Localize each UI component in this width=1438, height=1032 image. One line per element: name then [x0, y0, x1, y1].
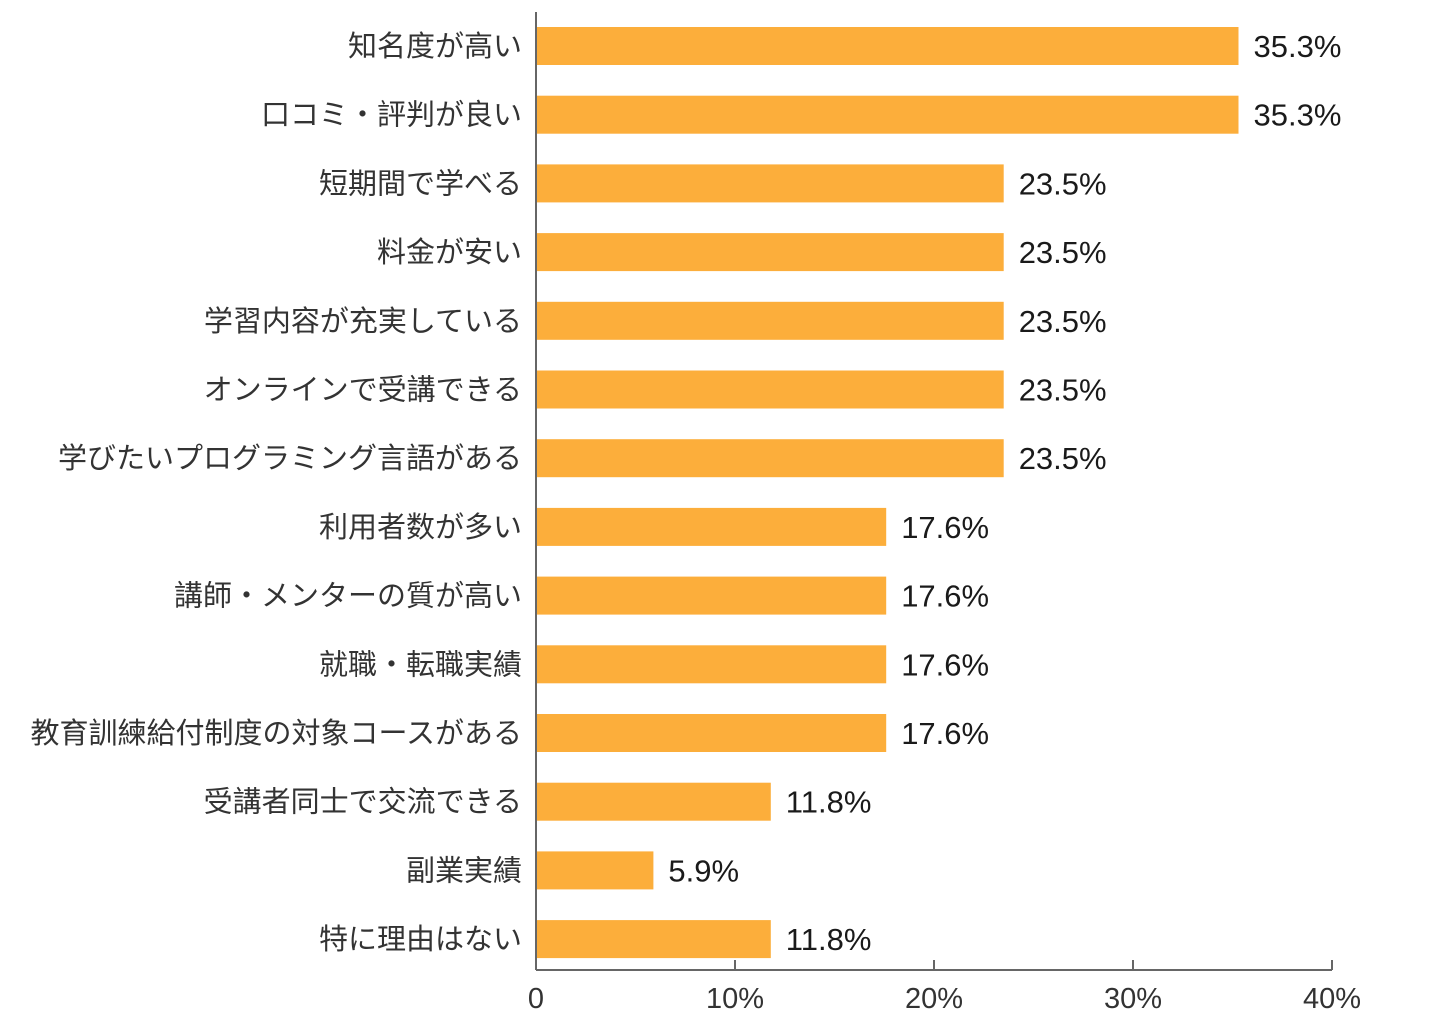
value-label: 11.8% [786, 785, 872, 820]
bar [536, 851, 654, 890]
bar [536, 782, 771, 821]
category-label: オンラインで受講できる [204, 373, 522, 407]
category-label: 利用者数が多い [319, 510, 522, 544]
value-label: 23.5% [1019, 235, 1107, 270]
category-label: 知名度が高い [348, 29, 522, 63]
value-label: 11.8% [786, 922, 872, 957]
x-tick-label: 30% [1104, 983, 1162, 1015]
category-label: 受講者同士で交流できる [204, 785, 522, 819]
x-tick-label: 40% [1303, 983, 1361, 1015]
value-label: 35.3% [1254, 29, 1342, 64]
bar [536, 370, 1004, 409]
bar [536, 95, 1239, 134]
bar [536, 233, 1004, 272]
value-label: 17.6% [901, 510, 989, 545]
category-label: 特に理由はない [319, 922, 522, 956]
value-label: 17.6% [901, 716, 989, 751]
bar [536, 645, 887, 684]
value-label: 35.3% [1254, 98, 1342, 133]
bar [536, 301, 1004, 340]
bar [536, 714, 887, 752]
value-label: 23.5% [1019, 304, 1107, 339]
bar [536, 507, 887, 546]
value-label: 23.5% [1019, 441, 1107, 476]
category-label: 料金が安い [377, 235, 522, 269]
bar [536, 920, 771, 959]
category-label: 短期間で学べる [319, 166, 522, 200]
value-label: 23.5% [1019, 373, 1107, 408]
bar [536, 164, 1004, 203]
value-label: 17.6% [901, 579, 989, 614]
bar [536, 439, 1004, 478]
category-label: 学びたいプログラミング言語がある [58, 441, 522, 475]
x-tick-label: 0 [528, 983, 544, 1015]
category-label: 教育訓練給付制度の対象コースがある [30, 716, 522, 750]
value-label: 17.6% [901, 647, 989, 682]
category-label: 口コミ・評判が良い [261, 98, 522, 132]
category-label: 副業実績 [406, 853, 522, 887]
bar [536, 576, 887, 615]
value-label: 23.5% [1019, 166, 1107, 201]
bar [536, 27, 1239, 65]
category-label: 就職・転職実績 [319, 647, 522, 681]
x-tick-label: 10% [706, 983, 764, 1015]
value-label: 5.9% [668, 853, 739, 888]
category-label: 学習内容が充実している [204, 304, 522, 338]
x-tick-label: 20% [905, 983, 963, 1015]
category-label: 講師・メンターの質が高い [174, 579, 522, 613]
